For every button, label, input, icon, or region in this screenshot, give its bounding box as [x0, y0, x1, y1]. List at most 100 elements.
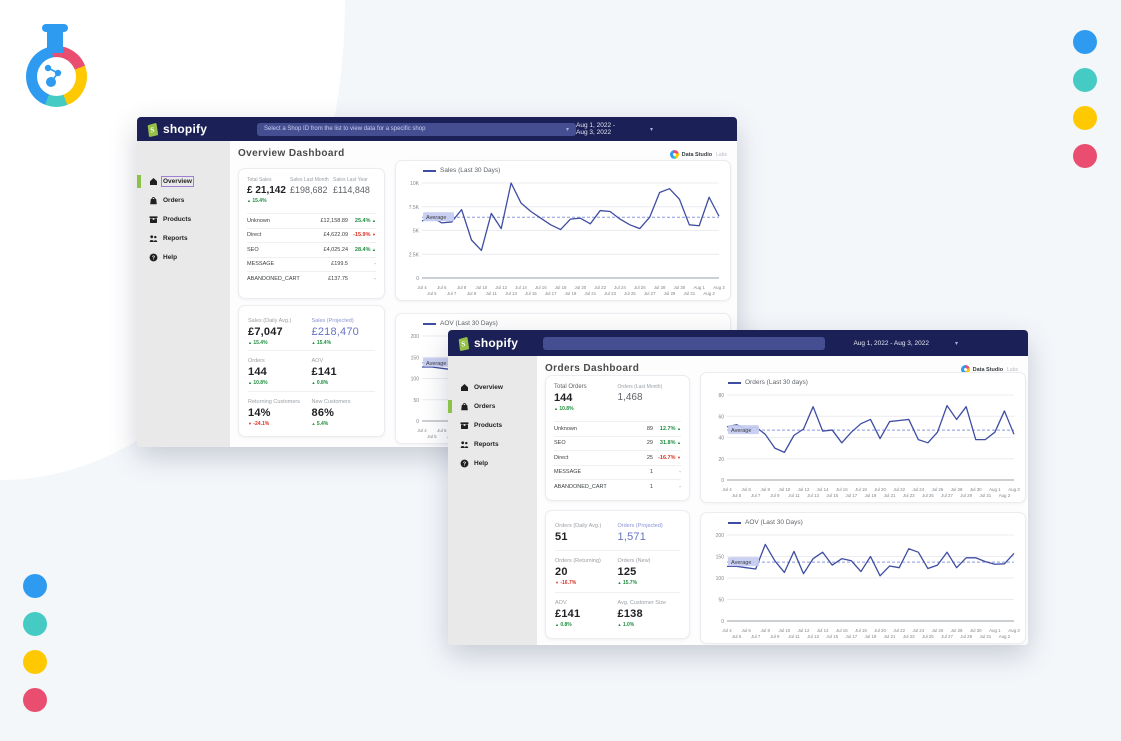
date-chevron-down-icon[interactable]: ▾	[954, 340, 958, 347]
sidebar-item-orders[interactable]: Orders	[448, 399, 537, 414]
svg-text:Jul 5: Jul 5	[427, 434, 437, 439]
sidebar-item-orders[interactable]: Orders	[137, 193, 230, 208]
sidebar-item-reports[interactable]: Reports	[448, 437, 537, 452]
svg-text:Average: Average	[731, 428, 751, 434]
svg-text:Jul 6: Jul 6	[741, 628, 751, 633]
stat-orders-last-month: Orders (Last Month) 1,468	[617, 384, 663, 403]
svg-text:Jul 9: Jul 9	[770, 634, 780, 639]
svg-text:Jul 11: Jul 11	[788, 493, 800, 498]
svg-text:0: 0	[416, 276, 419, 282]
legend-line-icon	[423, 322, 436, 325]
svg-text:Average: Average	[731, 560, 751, 566]
table-row: Direct £4,622.09 -15.9% ▼	[247, 227, 376, 243]
svg-text:Jul 21: Jul 21	[884, 493, 896, 498]
svg-text:0: 0	[721, 478, 724, 484]
stat-sales-last-year: Sales Last Year £114,848	[333, 177, 370, 195]
sidebar-item-overview[interactable]: Overview	[448, 380, 537, 395]
svg-text:Jul 20: Jul 20	[874, 487, 886, 492]
svg-text:Jul 12: Jul 12	[798, 487, 810, 492]
svg-text:Jul 20: Jul 20	[575, 285, 587, 290]
svg-text:Aug 3: Aug 3	[1008, 487, 1020, 492]
svg-text:Jul 23: Jul 23	[903, 493, 915, 498]
svg-text:Jul 15: Jul 15	[525, 291, 537, 296]
chart-legend: AOV (Last 30 Days)	[701, 513, 1025, 526]
orders-dashboard-window: S shopify Aug 1, 2022 - Aug 3, 2022 ▾ Ov…	[448, 330, 1028, 645]
legend-line-icon	[728, 521, 741, 524]
svg-text:200: 200	[716, 533, 725, 539]
sidebar-item-overview[interactable]: Overview	[137, 174, 230, 189]
svg-text:Jul 6: Jul 6	[437, 428, 447, 433]
svg-text:Jul 6: Jul 6	[741, 487, 751, 492]
svg-text:Jul 18: Jul 18	[555, 285, 567, 290]
chart-legend: Orders (Last 30 days)	[701, 373, 1025, 386]
sidebar-item-reports[interactable]: Reports	[137, 231, 230, 246]
sidebar-item-help[interactable]: ? Help	[448, 456, 537, 471]
svg-text:Jul 25: Jul 25	[922, 634, 934, 639]
chevron-down-icon: ▾	[565, 126, 569, 133]
svg-text:Jul 9: Jul 9	[467, 291, 477, 296]
table-row: MESSAGE 1-	[554, 464, 681, 480]
page-title: Overview Dashboard	[238, 148, 345, 159]
svg-text:Jul 4: Jul 4	[722, 628, 732, 633]
sidebar-item-products[interactable]: Products	[448, 418, 537, 433]
svg-text:Aug 2: Aug 2	[703, 291, 715, 296]
kpi-sales-projected: Sales (Projected) £218,470 ▲ 15.4%	[311, 318, 359, 346]
svg-text:Jul 14: Jul 14	[817, 487, 829, 492]
svg-text:Jul 21: Jul 21	[584, 291, 596, 296]
svg-text:Jul 18: Jul 18	[855, 628, 867, 633]
orders-sidebar: Overview Orders Products Reports	[448, 356, 537, 645]
legend-line-icon	[423, 169, 436, 172]
date-chevron-down-icon[interactable]: ▾	[649, 126, 653, 133]
products-box-icon	[149, 216, 158, 223]
svg-text:Jul 5: Jul 5	[732, 634, 742, 639]
page-title: Orders Dashboard	[545, 363, 640, 374]
active-indicator-bar	[448, 400, 452, 413]
sidebar-item-help[interactable]: ? Help	[137, 250, 230, 265]
reports-people-icon	[149, 235, 158, 242]
table-row: ABANDONED_CART 1-	[554, 479, 681, 494]
svg-text:Jul 24: Jul 24	[614, 285, 626, 290]
shop-id-dropdown[interactable]	[543, 336, 825, 350]
svg-text:Jul 27: Jul 27	[941, 634, 953, 639]
svg-text:Jul 10: Jul 10	[779, 487, 791, 492]
svg-text:Jul 25: Jul 25	[922, 493, 934, 498]
chart-legend: Sales (Last 30 Days)	[396, 161, 730, 174]
help-icon: ?	[460, 459, 469, 468]
kpi-aov: AOV £141 ▲ 0.8%	[555, 591, 618, 633]
svg-text:Jul 10: Jul 10	[476, 285, 488, 290]
svg-text:100: 100	[716, 576, 725, 582]
decorative-dot	[23, 650, 47, 674]
kpi-aov: AOV £141 ▲ 0.8%	[311, 350, 375, 390]
svg-text:Jul 4: Jul 4	[417, 428, 427, 433]
table-row: Unknown 89 12.7% ▲	[554, 421, 681, 436]
sales-by-channel-table: Unknown £12,158.89 25.4% ▲ Direct £4,622.09…	[247, 213, 376, 286]
svg-text:Jul 7: Jul 7	[447, 291, 457, 296]
shopify-wordmark: shopify	[474, 336, 519, 350]
svg-text:7.5K: 7.5K	[409, 205, 420, 211]
shopify-bag-icon: S	[458, 336, 470, 351]
data-studio-labs-logo	[26, 24, 90, 108]
svg-text:Jul 28: Jul 28	[951, 487, 963, 492]
legend-line-icon	[728, 381, 741, 384]
svg-text:Jul 30: Jul 30	[674, 285, 686, 290]
shop-id-dropdown[interactable]: Select a Shop ID from the list to view d…	[257, 122, 576, 136]
svg-text:Jul 11: Jul 11	[788, 634, 800, 639]
svg-text:Aug 2: Aug 2	[999, 634, 1011, 639]
sidebar-item-products[interactable]: Products	[137, 212, 230, 227]
aov-chart-card: AOV (Last 30 Days) 0 50 100 150 200 Jul 4 Jul …	[700, 512, 1026, 644]
svg-text:Jul 23: Jul 23	[604, 291, 616, 296]
overview-header-bar: S shopify Select a Shop ID from the list…	[137, 117, 737, 141]
svg-text:Jul 27: Jul 27	[644, 291, 656, 296]
svg-text:200: 200	[411, 334, 420, 340]
svg-text:Jul 11: Jul 11	[486, 291, 498, 296]
date-range-selector[interactable]: Aug 1, 2022 - Aug 3, 2022	[576, 122, 616, 136]
svg-text:50: 50	[718, 598, 724, 604]
svg-text:Jul 29: Jul 29	[960, 493, 972, 498]
date-range-selector[interactable]: Aug 1, 2022 - Aug 3, 2022	[853, 339, 929, 347]
svg-text:Jul 25: Jul 25	[624, 291, 636, 296]
svg-text:Aug 1: Aug 1	[989, 628, 1001, 633]
svg-text:Jul 19: Jul 19	[865, 634, 877, 639]
